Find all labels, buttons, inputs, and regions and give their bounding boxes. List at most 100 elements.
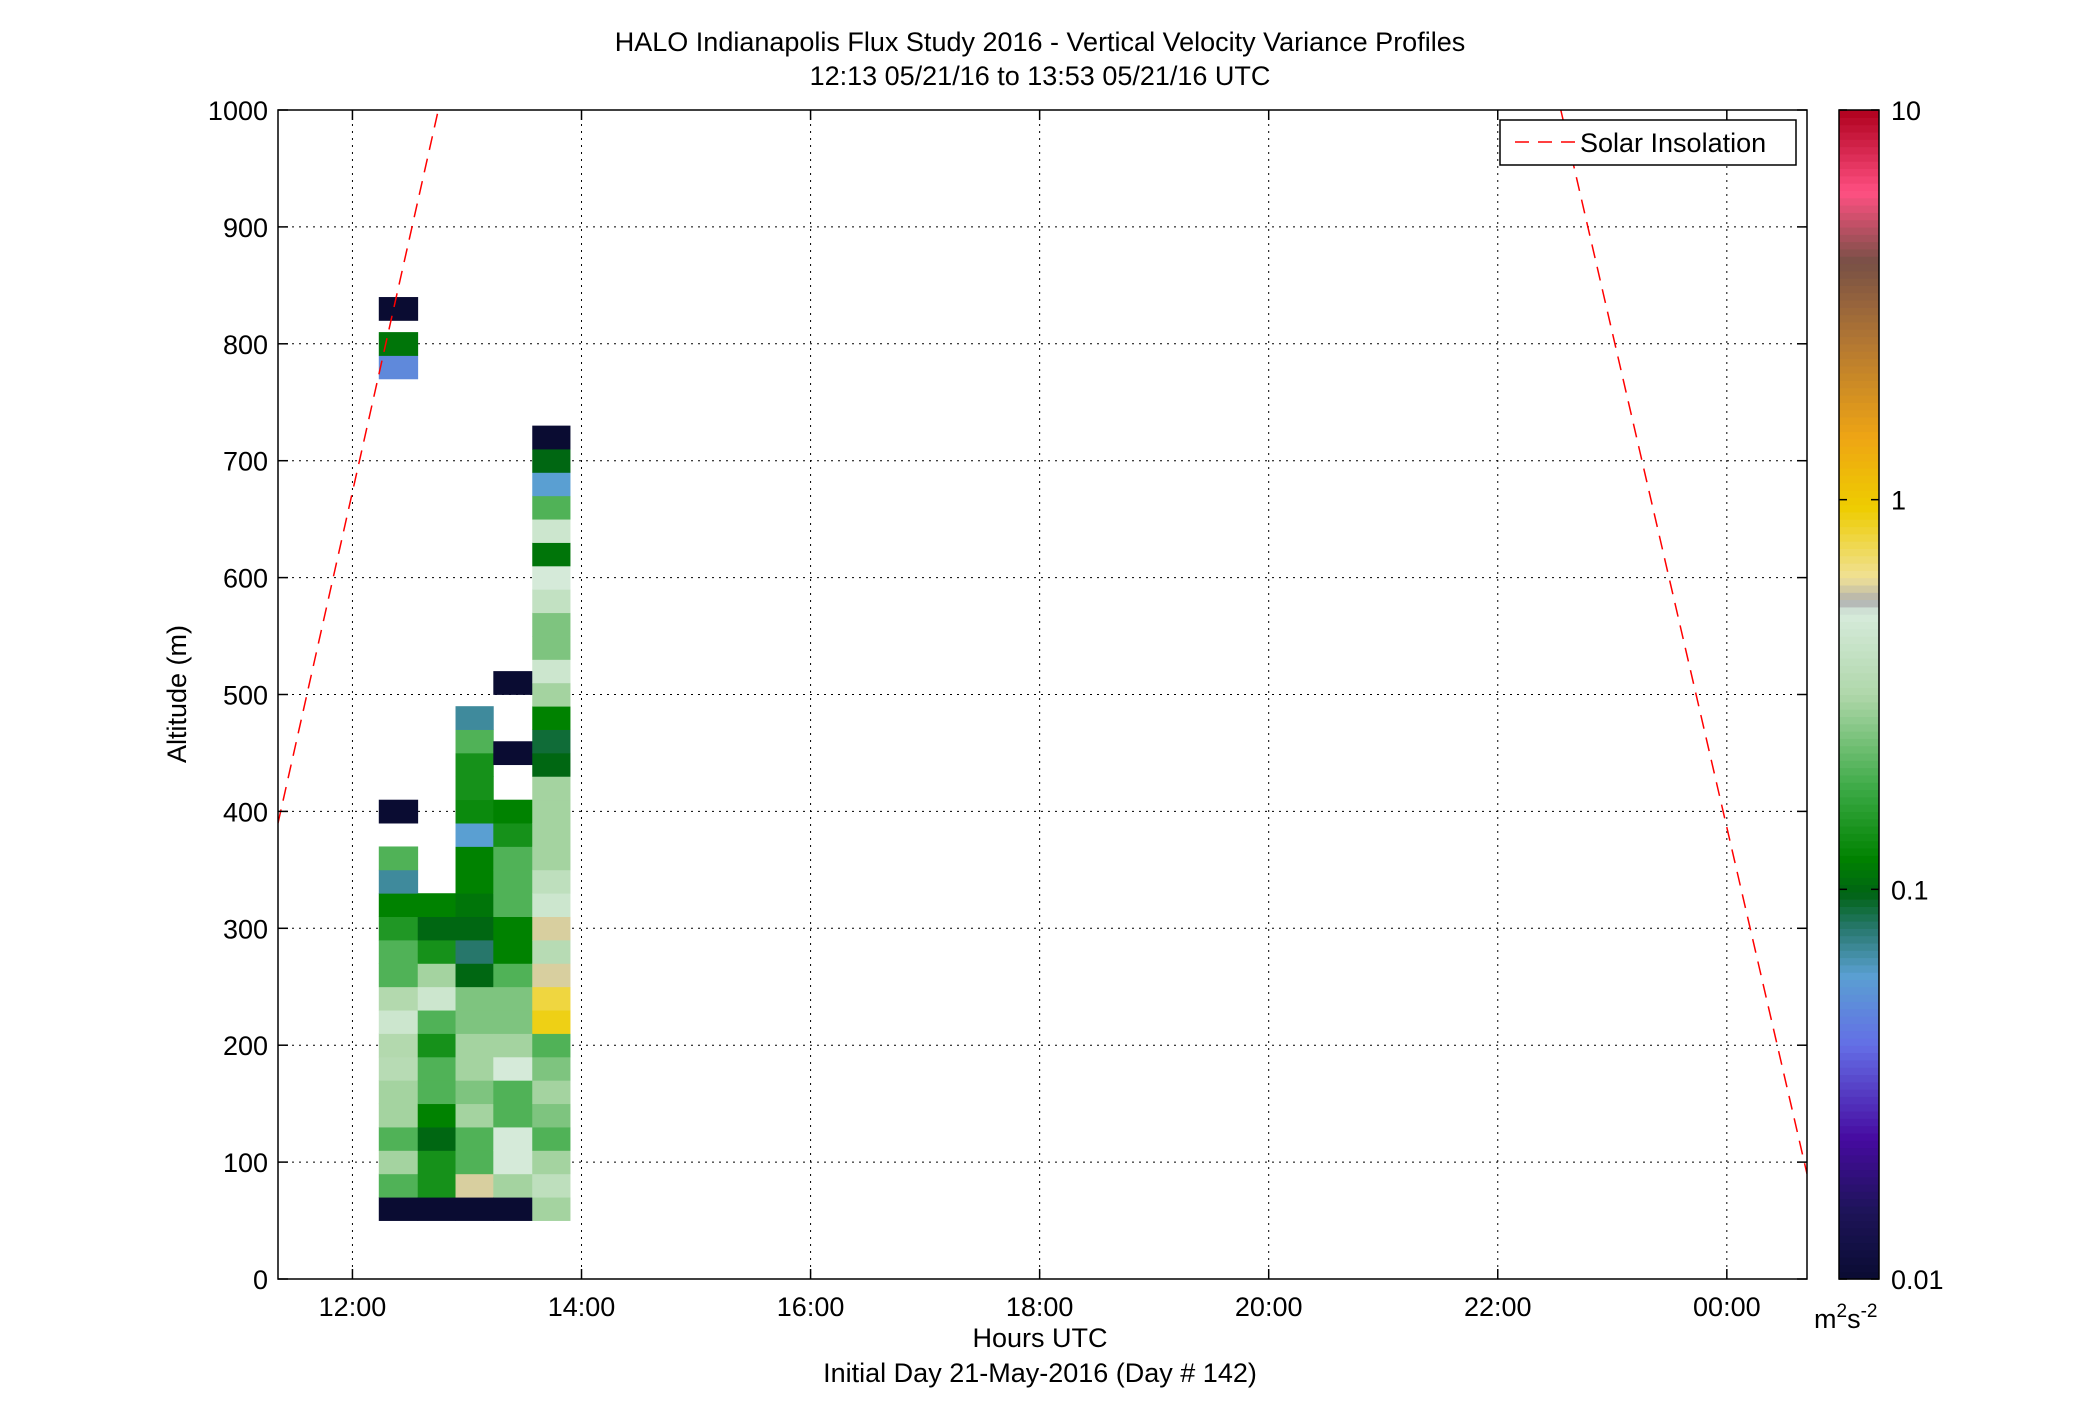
colorbar-band-34 xyxy=(1839,1023,1879,1032)
colorbar-band-51 xyxy=(1839,899,1879,907)
chart-subtitle: 12:13 05/21/16 to 13:53 05/21/16 UTC xyxy=(810,61,1271,91)
colorbar-band-61 xyxy=(1839,826,1879,834)
x-tick-label-2: 16:00 xyxy=(777,1292,845,1322)
heatmap-cell-0-13 xyxy=(378,893,419,918)
heatmap-cell-3-3 xyxy=(493,1127,533,1151)
heatmap-cell-3-1 xyxy=(493,1173,533,1198)
heatmap-cell-2-14 xyxy=(455,869,494,894)
colorbar-tick-label-2: 0.1 xyxy=(1891,875,1929,905)
colorbar-band-142 xyxy=(1839,234,1879,243)
heatmap-cell-2-2 xyxy=(455,1150,494,1175)
colorbar-band-50 xyxy=(1839,906,1879,915)
y-tick-label-1: 100 xyxy=(223,1148,268,1178)
heatmap-cell-4-8 xyxy=(532,1010,571,1034)
heatmap-cell-2-1 xyxy=(455,1173,494,1198)
heatmap-cell-4-14 xyxy=(532,869,571,894)
colorbar-band-20 xyxy=(1839,1125,1879,1134)
colorbar-tick-label-0: 10 xyxy=(1891,96,1921,126)
y-tick-label-6: 600 xyxy=(223,564,268,594)
x-tick-label-5: 22:00 xyxy=(1464,1292,1532,1322)
colorbar-band-3 xyxy=(1839,1249,1879,1258)
colorbar-band-18 xyxy=(1839,1140,1879,1149)
heatmap-cell-4-19 xyxy=(532,752,571,777)
heatmap-cell-2-21 xyxy=(455,706,494,730)
heatmap-cell-2-18 xyxy=(455,776,494,801)
heatmap-cell-3-7 xyxy=(493,1033,533,1058)
heatmap-cell-4-20 xyxy=(532,729,571,754)
colorbar-band-134 xyxy=(1839,292,1879,301)
heatmap-cell-0-16 xyxy=(378,799,419,824)
colorbar-band-32 xyxy=(1839,1037,1879,1046)
colorbar-band-115 xyxy=(1839,431,1879,440)
colorbar-band-116 xyxy=(1839,424,1879,433)
heatmap-cell-2-12 xyxy=(455,916,494,941)
colorbar-units-sup1: 2 xyxy=(1837,1301,1848,1322)
colorbar-band-22 xyxy=(1839,1110,1879,1119)
colorbar-band-63 xyxy=(1839,811,1879,820)
x-tick-label-3: 18:00 xyxy=(1006,1292,1074,1322)
colorbar-band-83 xyxy=(1839,665,1879,674)
colorbar-band-53 xyxy=(1839,884,1879,893)
colorbar-band-78 xyxy=(1839,701,1879,710)
heatmap-cell-4-33 xyxy=(532,425,571,450)
colorbar-band-146 xyxy=(1839,204,1879,213)
colorbar-band-155 xyxy=(1839,139,1879,148)
colorbar-band-66 xyxy=(1839,789,1879,798)
colorbar-band-86 xyxy=(1839,643,1879,652)
heatmap-cell-0-15 xyxy=(378,846,419,871)
colorbar-band-15 xyxy=(1839,1162,1879,1171)
colorbar-band-152 xyxy=(1839,161,1879,170)
heatmap-cell-3-6 xyxy=(493,1056,533,1081)
colorbar xyxy=(1839,110,1879,1280)
colorbar-band-73 xyxy=(1839,738,1879,747)
heatmap-cell-4-10 xyxy=(532,963,571,988)
colorbar-band-27 xyxy=(1839,1074,1879,1083)
heatmap-cell-1-9 xyxy=(417,986,456,1011)
heatmap-cell-2-10 xyxy=(455,963,494,988)
heatmap-cell-2-15 xyxy=(455,846,494,871)
colorbar-band-24 xyxy=(1839,1096,1879,1105)
heatmap-cell-1-2 xyxy=(417,1150,456,1175)
x-axis-sublabel: Initial Day 21-May-2016 (Day # 142) xyxy=(823,1358,1257,1388)
colorbar-band-25 xyxy=(1839,1089,1879,1097)
colorbar-band-127 xyxy=(1839,343,1879,352)
heatmap-cell-2-5 xyxy=(455,1080,494,1105)
colorbar-band-108 xyxy=(1839,482,1879,491)
colorbar-band-149 xyxy=(1839,183,1879,191)
heatmap-cell-3-15 xyxy=(493,846,533,871)
colorbar-band-23 xyxy=(1839,1103,1879,1112)
colorbar-band-93 xyxy=(1839,592,1879,601)
colorbar-band-16 xyxy=(1839,1154,1879,1163)
colorbar-band-8 xyxy=(1839,1213,1879,1222)
heatmap-cell-4-16 xyxy=(532,823,571,847)
colorbar-band-112 xyxy=(1839,453,1879,462)
colorbar-band-29 xyxy=(1839,1059,1879,1068)
heatmap-cell-3-18 xyxy=(493,741,533,766)
colorbar-band-1 xyxy=(1839,1264,1879,1273)
heatmap-cell-2-20 xyxy=(455,729,494,754)
heatmap-cell-1-4 xyxy=(417,1103,456,1128)
heatmap-cell-2-11 xyxy=(455,939,494,964)
colorbar-band-77 xyxy=(1839,709,1879,718)
heatmap-cell-4-3 xyxy=(532,1127,571,1151)
heatmap-cell-0-18 xyxy=(378,332,419,356)
colorbar-units-mid: s xyxy=(1847,1304,1861,1334)
heatmap-cell-0-8 xyxy=(378,1010,419,1034)
colorbar-band-2 xyxy=(1839,1257,1879,1265)
colorbar-band-85 xyxy=(1839,650,1879,659)
y-tick-label-0: 0 xyxy=(253,1265,268,1295)
colorbar-band-40 xyxy=(1839,979,1879,988)
colorbar-band-126 xyxy=(1839,351,1879,360)
heatmap-cell-4-12 xyxy=(532,916,571,941)
colorbar-band-95 xyxy=(1839,577,1879,586)
colorbar-band-119 xyxy=(1839,402,1879,411)
heatmap-cell-1-13 xyxy=(417,893,456,918)
heatmap-cell-1-1 xyxy=(417,1173,456,1198)
colorbar-band-105 xyxy=(1839,504,1879,513)
colorbar-band-65 xyxy=(1839,796,1879,805)
colorbar-band-154 xyxy=(1839,146,1879,155)
heatmap-cell-0-7 xyxy=(378,1033,419,1058)
heatmap-cell-4-2 xyxy=(532,1150,571,1175)
heatmap-cell-0-0 xyxy=(378,1197,419,1221)
heatmap-cell-2-16 xyxy=(455,823,494,847)
